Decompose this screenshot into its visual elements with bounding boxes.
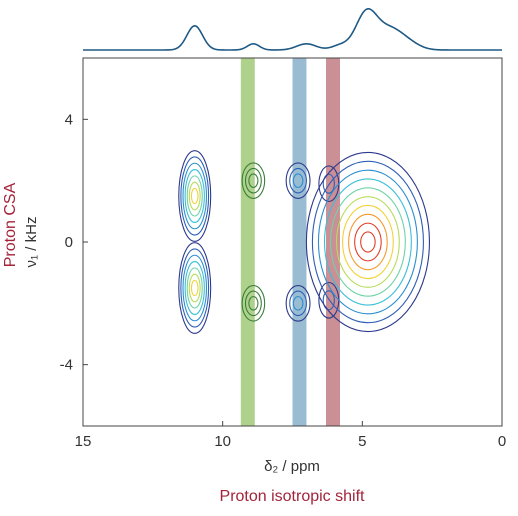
x-tick-label: 5 [358, 433, 366, 450]
projection-spectrum [83, 8, 502, 51]
contour-peak-2 [178, 242, 212, 334]
projection-line [83, 8, 502, 51]
contour-level [348, 213, 388, 271]
contour-level [186, 267, 203, 309]
contour-level [188, 273, 201, 303]
contour-level [305, 151, 431, 333]
contour-level [354, 222, 382, 262]
highlight-bands [240, 58, 340, 426]
contour-level [289, 167, 307, 194]
contour-level [188, 181, 201, 211]
contour-level [190, 279, 199, 297]
contour-peak-6 [285, 285, 311, 322]
contour-peak-1 [178, 150, 212, 242]
contour-level [285, 285, 311, 322]
contour-level [248, 296, 259, 311]
contour-peak-3 [241, 162, 266, 199]
contour-level [248, 173, 259, 188]
x-tick-label: 0 [498, 433, 506, 450]
contour-lines [178, 150, 431, 334]
contour-level [241, 285, 266, 322]
contour-level [190, 187, 199, 205]
contour-level [323, 178, 412, 306]
contour-peak-5 [285, 162, 311, 199]
contour-level [322, 290, 335, 311]
contour-level [360, 231, 376, 253]
highlight-band-3 [326, 58, 340, 426]
contour-level [180, 248, 210, 328]
contour-peak-9 [305, 151, 431, 333]
contour-level [182, 162, 208, 230]
y-axis-ticks: 4 0 -4 [60, 111, 88, 374]
x-axis-label: δ₂ / ppm [264, 458, 320, 475]
contour-level [285, 162, 311, 199]
contour-level [289, 290, 307, 317]
x-tick-label: 15 [75, 433, 92, 450]
contour-level [186, 175, 203, 217]
contour-level [178, 150, 212, 242]
contour-level [336, 196, 400, 288]
contour-plot: 15 10 5 0 4 0 -4 [60, 57, 506, 450]
contour-level [342, 204, 394, 280]
y-tick-label: 4 [65, 111, 73, 128]
contour-level [184, 169, 205, 223]
x-caption: Proton isotropic shift [220, 488, 366, 505]
y-caption: Proton CSA [2, 182, 19, 267]
highlight-band-2 [292, 58, 307, 426]
contour-level [317, 169, 418, 315]
contour-peak-4 [241, 285, 266, 322]
highlight-band-1 [240, 58, 255, 426]
contour-level [178, 242, 212, 334]
contour-level [180, 156, 210, 236]
contour-level [329, 187, 406, 297]
contour-level [292, 296, 304, 311]
x-tick-label: 10 [214, 433, 231, 450]
contour-level [184, 261, 205, 315]
y-tick-label: 0 [65, 234, 73, 251]
contour-level [182, 254, 208, 322]
contour-level [244, 167, 262, 194]
contour-level [241, 162, 266, 199]
contour-level [244, 290, 262, 317]
contour-level [292, 173, 304, 188]
contour-level [311, 160, 424, 324]
y-axis-label: ν₁ / kHz [23, 217, 40, 268]
contour-level [322, 173, 335, 194]
x-axis-ticks: 15 10 5 0 [75, 421, 506, 450]
y-tick-label: -4 [60, 357, 73, 374]
